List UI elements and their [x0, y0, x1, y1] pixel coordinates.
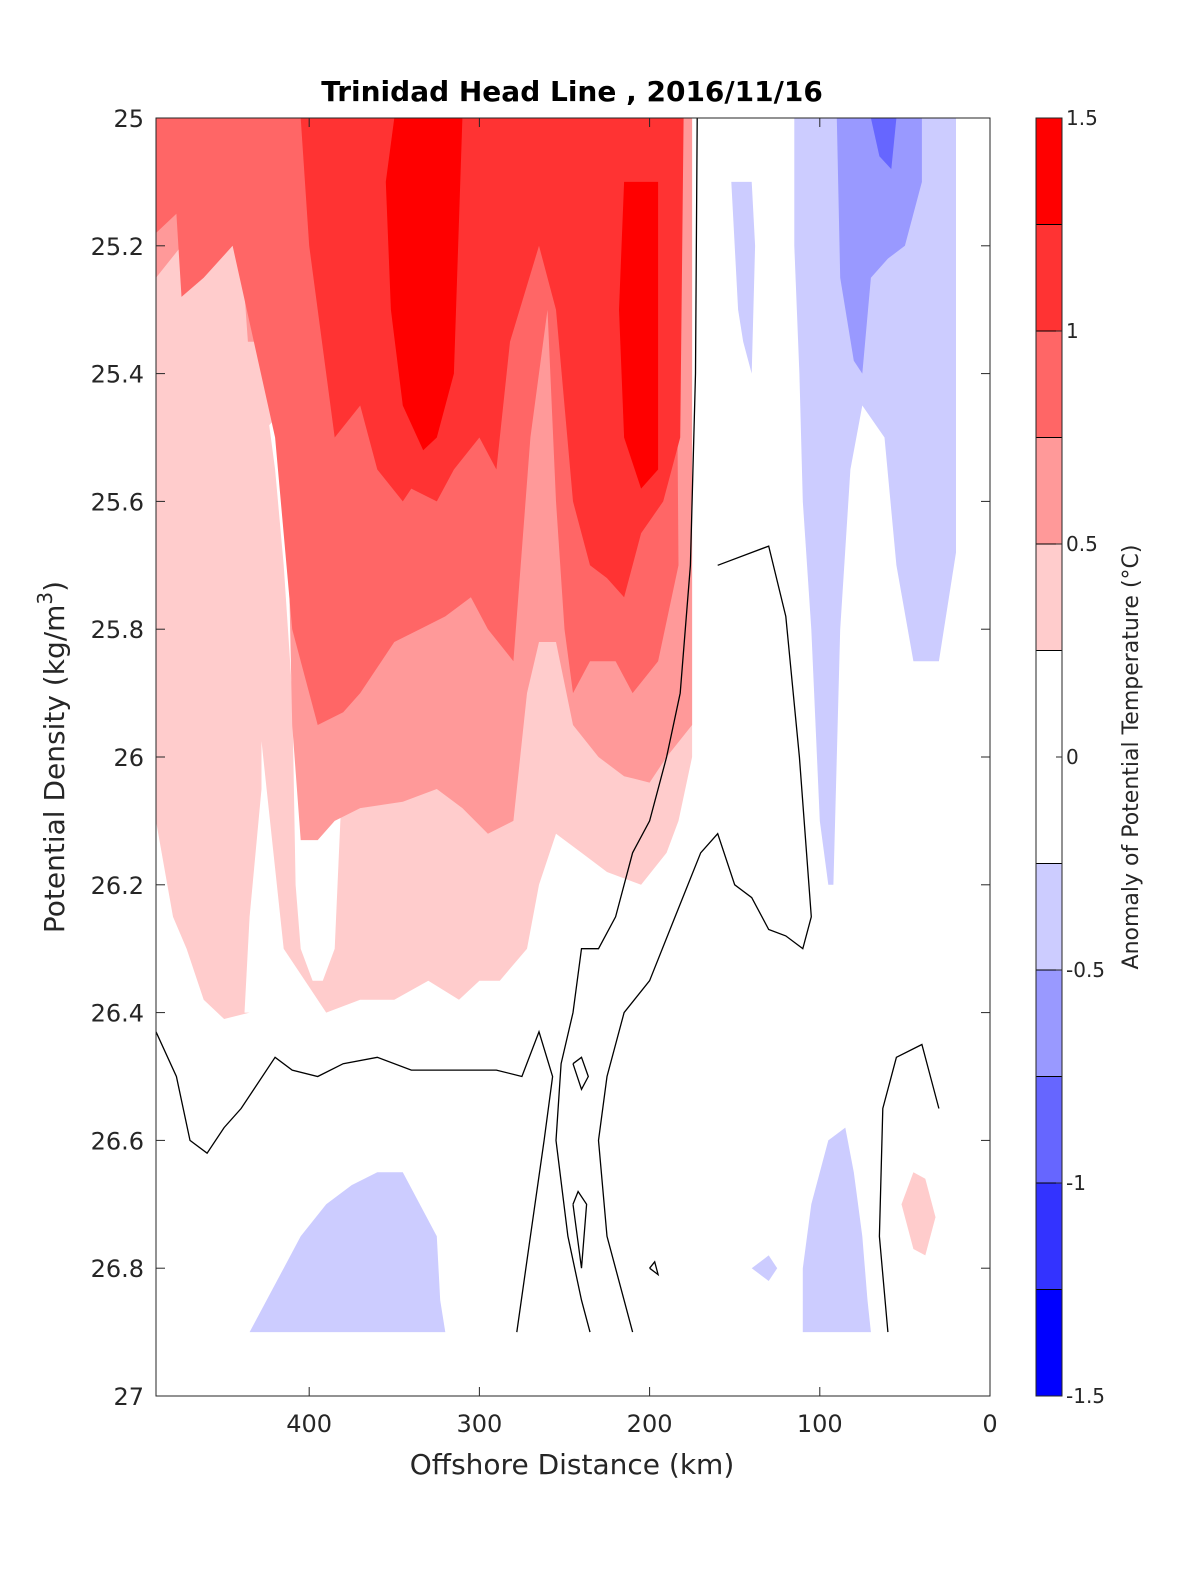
anomaly-region-12	[751, 1255, 778, 1281]
colorbar-tick-label-0: 1.5	[1066, 106, 1098, 130]
y-axis-label-superscript: 3	[33, 592, 57, 605]
colorbar-tick-label-3: 0	[1066, 745, 1079, 769]
colorbar-tick-label-1: 1	[1066, 319, 1079, 343]
x-tick-label-3: 100	[797, 1410, 843, 1438]
colorbar-block-7	[1036, 970, 1062, 1077]
y-axis-label: Potential Density (kg/m3)	[33, 581, 71, 933]
y-tick-label-10: 27	[113, 1383, 144, 1411]
zero-contour-4	[572, 1190, 588, 1269]
colorbar-tick-label-6: -1.5	[1066, 1384, 1105, 1408]
y-tick-label-6: 26.2	[91, 872, 144, 900]
y-axis-label-main: Potential Density (kg/m	[38, 605, 71, 934]
x-tick-label-2: 200	[627, 1410, 673, 1438]
anomaly-region-8	[836, 118, 922, 374]
colorbar-block-9	[1036, 1183, 1062, 1290]
zero-contour-1	[555, 118, 698, 1333]
anomaly-regions	[156, 118, 956, 1333]
anomaly-region-13	[901, 1172, 936, 1256]
y-tick-label-1: 25.2	[91, 233, 144, 261]
x-axis-label: Offshore Distance (km)	[410, 1448, 735, 1481]
colorbar-tick-label-4: -0.5	[1066, 958, 1105, 982]
anomaly-region-7	[731, 181, 756, 374]
x-tick-label-0: 400	[286, 1410, 332, 1438]
anomaly-region-9	[870, 118, 897, 170]
colorbar-block-3	[1036, 437, 1062, 544]
anomaly-region-10	[249, 1172, 446, 1333]
y-tick-label-2: 25.4	[91, 361, 144, 389]
x-tick-label-1: 300	[456, 1410, 502, 1438]
anomaly-region-4	[385, 118, 463, 451]
colorbar-block-2	[1036, 331, 1062, 438]
zero-contour-0	[156, 1029, 554, 1333]
y-tick-label-3: 25.6	[91, 488, 144, 516]
y-tick-label-8: 26.6	[91, 1127, 144, 1155]
colorbar-tick-label-2: 0.5	[1066, 532, 1098, 556]
y-axis-ticks: 25 25.2 25.4 25.6 25.8 26 26.2 26.4 26.6 26.8 27	[91, 105, 990, 1411]
anomaly-region-5	[619, 181, 659, 489]
colorbar: 1.5 1 0.5 0 -0.5 -1 -1.5 Anomaly of Potential …	[1035, 106, 1144, 1408]
x-tick-label-4: 0	[982, 1410, 997, 1438]
colorbar-tick-label-5: -1	[1066, 1171, 1086, 1195]
colorbar-blocks	[1036, 118, 1062, 1396]
chart-title: Trinidad Head Line , 2016/11/16	[321, 75, 823, 108]
x-axis-ticks: 400 300 200 100 0	[286, 118, 998, 1438]
colorbar-label: Anomaly of Potential Temperature (°C)	[1119, 545, 1144, 970]
colorbar-block-8	[1036, 1076, 1062, 1183]
colorbar-block-6	[1036, 863, 1062, 970]
y-tick-label-0: 25	[113, 105, 144, 133]
zero-contour-6	[878, 1043, 940, 1333]
y-tick-label-7: 26.4	[91, 1000, 144, 1028]
anomaly-region-6	[794, 118, 956, 885]
colorbar-block-0	[1036, 118, 1062, 225]
zero-contour-lines	[156, 118, 940, 1333]
colorbar-block-1	[1036, 224, 1062, 331]
anomaly-region-11	[802, 1127, 871, 1333]
zero-contour-2	[597, 545, 812, 1333]
y-tick-label-9: 26.8	[91, 1255, 144, 1283]
zero-contour-3	[572, 1056, 590, 1091]
y-tick-label-4: 25.8	[91, 616, 144, 644]
y-axis-label-close: )	[38, 581, 71, 592]
plot-area: 400 300 200 100 0 25 25.2 25.4 25.6 25.8 26 26.2 26…	[91, 105, 998, 1438]
colorbar-ticks: 1.5 1 0.5 0 -0.5 -1 -1.5	[1056, 106, 1105, 1408]
zero-contour-5	[649, 1260, 660, 1277]
y-tick-label-5: 26	[113, 744, 144, 772]
colorbar-block-10	[1036, 1289, 1062, 1396]
colorbar-block-4	[1036, 544, 1062, 651]
